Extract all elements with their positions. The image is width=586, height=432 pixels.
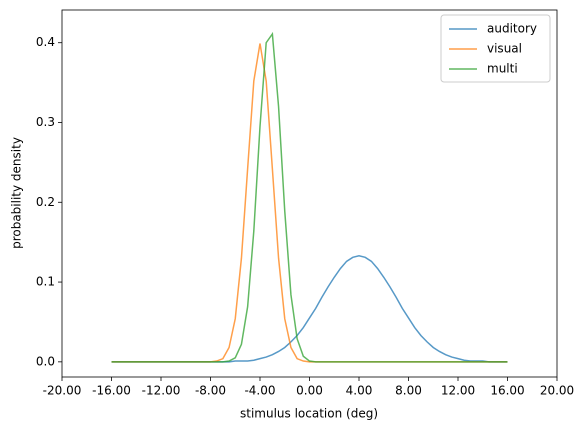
x-axis-label: stimulus location (deg) (240, 407, 378, 421)
y-tick-label: 0.3 (36, 115, 55, 129)
series-line (111, 43, 508, 363)
x-tick-label: -20.00 (43, 384, 82, 398)
legend-label: visual (487, 42, 522, 56)
y-tick-label: 0.0 (36, 354, 55, 368)
x-tick-label: -8.00 (195, 384, 226, 398)
x-tick-label: 0.00 (296, 384, 323, 398)
x-tick-label: 8.00 (395, 384, 422, 398)
x-tick-label: 4.00 (346, 384, 373, 398)
y-tick-label: 0.4 (36, 35, 55, 49)
legend-label: multi (487, 62, 518, 76)
series-line (111, 31, 508, 363)
x-tick-label: 12.00 (441, 384, 475, 398)
x-tick-label: 20.00 (540, 384, 574, 398)
y-tick-label: 0.2 (36, 195, 55, 209)
x-tick-label: -4.00 (244, 384, 275, 398)
x-tick-label: 16.00 (490, 384, 524, 398)
x-tick-label: -16.00 (92, 384, 131, 398)
y-axis-label: probability density (10, 137, 24, 249)
x-tick-label: -12.00 (142, 384, 181, 398)
legend-box (440, 14, 551, 83)
y-tick-label: 0.1 (36, 275, 55, 289)
legend-label: auditory (487, 22, 537, 36)
series-line (111, 254, 508, 363)
